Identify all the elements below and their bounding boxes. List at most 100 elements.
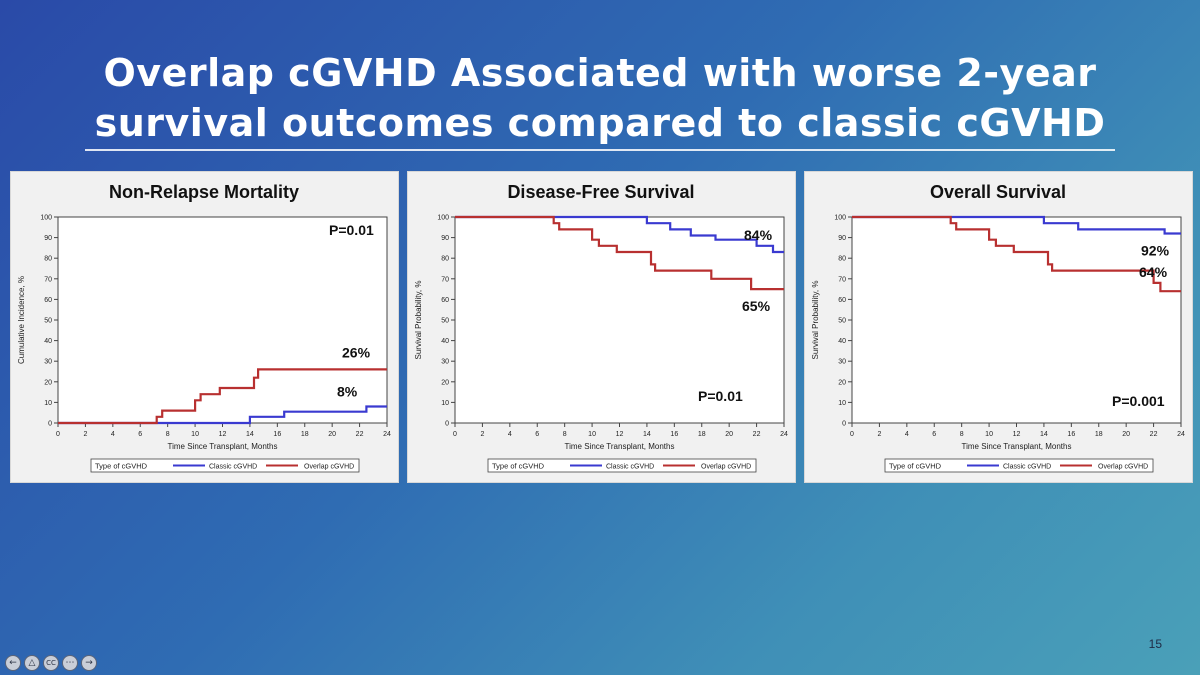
x-tick-label: 8 (960, 431, 964, 438)
x-tick-label: 20 (1122, 431, 1130, 438)
legend: Type of cGVHD Classic cGVHD Overlap cGVHD (884, 458, 1154, 473)
x-tick-label: 6 (535, 431, 539, 438)
x-tick-label: 16 (1067, 431, 1075, 438)
x-axis-label: Time Since Transplant, Months (168, 442, 278, 451)
legend-box (90, 458, 360, 473)
os-chart: Overall Survival 0 10 20 30 40 50 60 70 80 90 100 0 2… (811, 182, 1185, 473)
y-tick-label: 30 (838, 359, 846, 366)
slide-title-line-2: survival outcomes compared to classic cG… (94, 101, 1106, 145)
pointer-icon[interactable]: △ (24, 655, 40, 671)
series-line-overlap (58, 368, 387, 425)
legend: Type of cGVHD Classic cGVHD Overlap cGVHD (487, 458, 757, 473)
next-icon[interactable]: → (81, 655, 97, 671)
y-tick-label: 20 (44, 379, 52, 386)
series-line-classic (852, 215, 1181, 235)
legend-label-overlap: Overlap cGVHD (1098, 464, 1148, 471)
x-tick-label: 24 (780, 431, 788, 438)
x-tick-label: 16 (670, 431, 678, 438)
y-axis-label: Cumulative Incidence, % (17, 276, 26, 364)
end-value-label: 65% (742, 298, 771, 314)
dfs-chart: Disease-Free Survival0102030405060708090… (414, 182, 788, 473)
y-tick-label: 80 (838, 256, 846, 263)
y-tick-label: 80 (44, 256, 52, 263)
legend-label-overlap: Overlap cGVHD (701, 464, 751, 471)
x-tick-label: 4 (508, 431, 512, 438)
x-axis-label: Time Since Transplant, Months (962, 442, 1072, 451)
y-tick-label: 10 (838, 400, 846, 407)
end-value-label: 8% (337, 384, 358, 400)
legend-title: Type of cGVHD (889, 462, 942, 471)
x-tick-label: 8 (563, 431, 567, 438)
y-tick-label: 50 (838, 318, 846, 325)
y-tick-label: 10 (441, 400, 449, 407)
x-tick-label: 4 (111, 431, 115, 438)
slide-title: Overlap cGVHD Associated with worse 2-ye… (60, 48, 1140, 148)
end-value-label: 92% (1141, 242, 1170, 258)
y-tick-label: 100 (834, 215, 846, 222)
x-tick-label: 2 (83, 431, 87, 438)
x-tick-label: 8 (166, 431, 170, 438)
y-tick-label: 0 (445, 421, 449, 428)
y-tick-label: 100 (437, 215, 449, 222)
x-tick-label: 16 (273, 431, 281, 438)
x-tick-label: 10 (985, 431, 993, 438)
slide-title-line-1: Overlap cGVHD Associated with worse 2-ye… (103, 51, 1097, 95)
x-tick-label: 4 (905, 431, 909, 438)
title-underline (85, 149, 1115, 151)
y-tick-label: 10 (44, 400, 52, 407)
y-tick-label: 20 (838, 379, 846, 386)
x-tick-label: 2 (480, 431, 484, 438)
legend: Type of cGVHD Classic cGVHD Overlap cGVHD (90, 458, 360, 473)
x-tick-label: 18 (1095, 431, 1103, 438)
x-axis-label: Time Since Transplant, Months (565, 442, 675, 451)
y-tick-label: 60 (44, 297, 52, 304)
y-axis-label: Survival Probability, % (811, 281, 820, 360)
x-tick-label: 14 (246, 431, 254, 438)
x-tick-label: 0 (850, 431, 854, 438)
y-tick-label: 100 (40, 215, 52, 222)
x-tick-label: 6 (138, 431, 142, 438)
x-tick-label: 18 (301, 431, 309, 438)
chart-title: Disease-Free Survival (507, 182, 694, 202)
y-tick-label: 0 (842, 421, 846, 428)
y-tick-label: 70 (44, 276, 52, 283)
series-line-overlap (455, 215, 784, 291)
p-value: P=0.001 (1112, 393, 1165, 409)
y-tick-label: 60 (838, 297, 846, 304)
y-tick-label: 40 (44, 338, 52, 345)
x-tick-label: 20 (328, 431, 336, 438)
legend-label-classic: Classic cGVHD (209, 464, 257, 471)
x-tick-label: 22 (753, 431, 761, 438)
x-tick-label: 24 (383, 431, 391, 438)
x-tick-label: 22 (356, 431, 364, 438)
chart-panel-nrm: Non-Relapse Mortality 0 10 20 30 40 50 60 70 80 90… (10, 171, 399, 483)
y-tick-label: 70 (838, 276, 846, 283)
x-tick-label: 22 (1150, 431, 1158, 438)
legend-label-classic: Classic cGVHD (606, 464, 654, 471)
y-tick-label: 40 (838, 338, 846, 345)
x-tick-label: 18 (698, 431, 706, 438)
previous-icon[interactable]: ← (5, 655, 21, 671)
x-tick-label: 6 (932, 431, 936, 438)
y-tick-label: 30 (44, 359, 52, 366)
y-tick-label: 30 (441, 359, 449, 366)
y-tick-label: 70 (441, 276, 449, 283)
presentation-toolbar: ← △ CC ⋯ → (5, 655, 97, 673)
y-tick-label: 90 (441, 235, 449, 242)
y-tick-label: 80 (441, 256, 449, 263)
p-value: P=0.01 (698, 388, 743, 404)
x-tick-label: 20 (725, 431, 733, 438)
captions-icon[interactable]: CC (43, 655, 59, 671)
more-icon[interactable]: ⋯ (62, 655, 78, 671)
y-tick-label: 0 (48, 421, 52, 428)
slide-number: 15 (1148, 637, 1162, 651)
y-tick-label: 20 (441, 379, 449, 386)
y-axis-label: Survival Probability, % (414, 281, 423, 360)
chart-title: Non-Relapse Mortality (109, 182, 299, 202)
x-tick-label: 10 (191, 431, 199, 438)
x-tick-label: 10 (588, 431, 596, 438)
x-tick-label: 12 (616, 431, 624, 438)
series-line-overlap (852, 215, 1181, 293)
legend-box (884, 458, 1154, 473)
nrm-chart: Non-Relapse Mortality0102030405060708090… (17, 182, 391, 473)
